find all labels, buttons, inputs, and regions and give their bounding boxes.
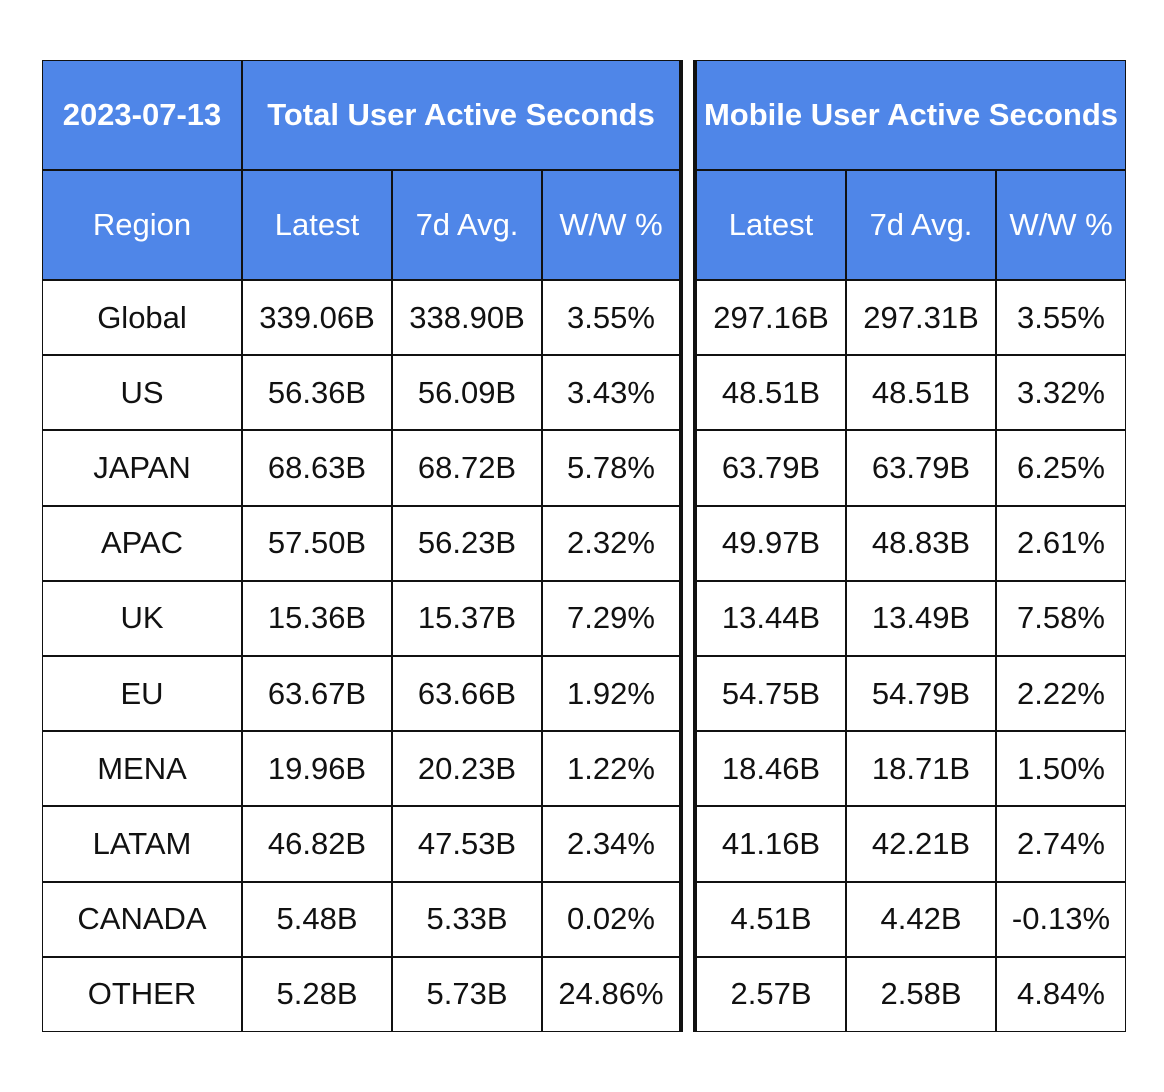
- value-cell: 3.55%: [996, 280, 1126, 356]
- value-cell: 48.51B: [696, 355, 846, 431]
- value-cell: 4.51B: [696, 881, 846, 957]
- value-cell: 2.61%: [996, 505, 1126, 581]
- column-header: Latest: [242, 170, 392, 280]
- value-cell: 1.50%: [996, 731, 1126, 807]
- value-cell: 6.25%: [996, 430, 1126, 506]
- value-cell: 13.44B: [696, 580, 846, 656]
- value-cell: 5.33B: [392, 881, 542, 957]
- region-cell: APAC: [42, 505, 242, 581]
- value-cell: 297.31B: [846, 280, 996, 356]
- value-cell: 2.74%: [996, 806, 1126, 882]
- value-cell: 63.79B: [846, 430, 996, 506]
- value-cell: 3.55%: [542, 280, 680, 356]
- region-cell: Global: [42, 280, 242, 356]
- value-cell: 0.02%: [542, 881, 680, 957]
- value-cell: 5.48B: [242, 881, 392, 957]
- value-cell: 47.53B: [392, 806, 542, 882]
- column-header: 7d Avg.: [392, 170, 542, 280]
- column-header: W/W %: [996, 170, 1126, 280]
- value-cell: 19.96B: [242, 731, 392, 807]
- value-cell: 5.28B: [242, 956, 392, 1032]
- value-cell: 2.22%: [996, 656, 1126, 732]
- value-cell: 13.49B: [846, 580, 996, 656]
- value-cell: 48.83B: [846, 505, 996, 581]
- region-cell: CANADA: [42, 881, 242, 957]
- region-cell: MENA: [42, 731, 242, 807]
- value-cell: 4.84%: [996, 956, 1126, 1032]
- group-header: Mobile User Active Seconds: [696, 60, 1126, 170]
- value-cell: 5.73B: [392, 956, 542, 1032]
- separator: [680, 60, 696, 1032]
- value-cell: 15.36B: [242, 580, 392, 656]
- value-cell: 5.78%: [542, 430, 680, 506]
- value-cell: 56.23B: [392, 505, 542, 581]
- value-cell: 63.79B: [696, 430, 846, 506]
- value-cell: 63.66B: [392, 656, 542, 732]
- value-cell: 18.46B: [696, 731, 846, 807]
- value-cell: 3.32%: [996, 355, 1126, 431]
- column-header: 7d Avg.: [846, 170, 996, 280]
- value-cell: 42.21B: [846, 806, 996, 882]
- value-cell: 54.79B: [846, 656, 996, 732]
- column-header: Region: [42, 170, 242, 280]
- value-cell: 46.82B: [242, 806, 392, 882]
- region-cell: US: [42, 355, 242, 431]
- value-cell: 2.32%: [542, 505, 680, 581]
- value-cell: 339.06B: [242, 280, 392, 356]
- value-cell: 54.75B: [696, 656, 846, 732]
- value-cell: 20.23B: [392, 731, 542, 807]
- value-cell: 1.22%: [542, 731, 680, 807]
- value-cell: 41.16B: [696, 806, 846, 882]
- value-cell: 4.42B: [846, 881, 996, 957]
- value-cell: 15.37B: [392, 580, 542, 656]
- value-cell: 2.57B: [696, 956, 846, 1032]
- value-cell: 24.86%: [542, 956, 680, 1032]
- value-cell: 56.09B: [392, 355, 542, 431]
- region-cell: OTHER: [42, 956, 242, 1032]
- region-cell: EU: [42, 656, 242, 732]
- value-cell: 338.90B: [392, 280, 542, 356]
- column-header: W/W %: [542, 170, 680, 280]
- date-header: 2023-07-13: [42, 60, 242, 170]
- value-cell: 2.58B: [846, 956, 996, 1032]
- value-cell: 2.34%: [542, 806, 680, 882]
- value-cell: 1.92%: [542, 656, 680, 732]
- value-cell: -0.13%: [996, 881, 1126, 957]
- column-header: Latest: [696, 170, 846, 280]
- value-cell: 3.43%: [542, 355, 680, 431]
- value-cell: 297.16B: [696, 280, 846, 356]
- value-cell: 48.51B: [846, 355, 996, 431]
- region-cell: LATAM: [42, 806, 242, 882]
- group-header: Total User Active Seconds: [242, 60, 680, 170]
- value-cell: 63.67B: [242, 656, 392, 732]
- region-cell: UK: [42, 580, 242, 656]
- region-cell: JAPAN: [42, 430, 242, 506]
- value-cell: 57.50B: [242, 505, 392, 581]
- value-cell: 7.58%: [996, 580, 1126, 656]
- value-cell: 56.36B: [242, 355, 392, 431]
- value-cell: 68.72B: [392, 430, 542, 506]
- value-cell: 49.97B: [696, 505, 846, 581]
- value-cell: 18.71B: [846, 731, 996, 807]
- value-cell: 68.63B: [242, 430, 392, 506]
- value-cell: 7.29%: [542, 580, 680, 656]
